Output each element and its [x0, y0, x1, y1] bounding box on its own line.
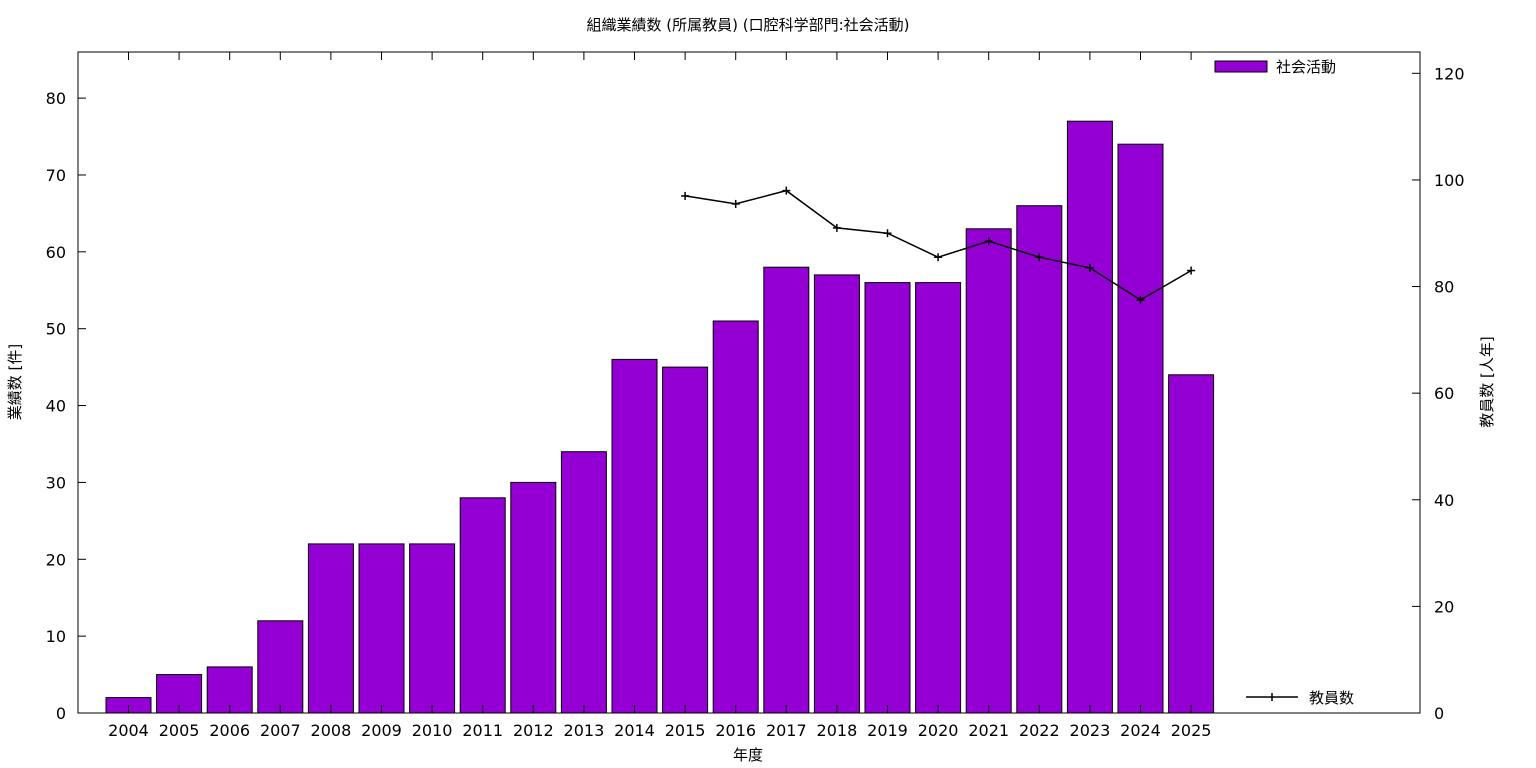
legend-label-line: 教員数	[1309, 689, 1354, 707]
y-tick-label-10: 10	[46, 627, 66, 646]
x-tick-label-2013: 2013	[564, 721, 605, 740]
bar-2020	[915, 282, 962, 714]
y2-axis-title: 教員数 [人年]	[1478, 336, 1496, 427]
x-tick-label-2025: 2025	[1171, 721, 1212, 740]
line-series	[681, 186, 1196, 304]
y-tick-label-40: 40	[46, 397, 66, 416]
axes: 0 10 20 30 40 50 60 70 80 0 20 40 60 80 100 120 2004 2005…	[46, 51, 1465, 740]
y2-tick-label-120: 120	[1434, 64, 1465, 83]
y-tick-label-60: 60	[46, 243, 66, 262]
x-tick-label-2016: 2016	[715, 721, 756, 740]
x-tick-label-2006: 2006	[209, 721, 250, 740]
plot-frame	[77, 51, 1421, 714]
y-tick-label-0: 0	[56, 704, 66, 723]
x-axis-title: 年度	[733, 746, 763, 764]
line-point-2023	[1085, 263, 1094, 272]
bar-2021	[965, 228, 1012, 714]
line-point-2020	[934, 253, 943, 262]
x-tick-label-2004: 2004	[108, 721, 149, 740]
x-tick-label-2014: 2014	[614, 721, 655, 740]
x-tick-label-2017: 2017	[766, 721, 807, 740]
bar-2014	[611, 358, 658, 714]
x-tick-label-2009: 2009	[361, 721, 402, 740]
bar-2017	[763, 266, 810, 714]
y-tick-label-30: 30	[46, 473, 66, 492]
bar-2023	[1066, 120, 1113, 714]
y2-tick-label-80: 80	[1434, 278, 1454, 297]
bar-series	[105, 120, 1215, 714]
x-tick-label-2012: 2012	[513, 721, 554, 740]
line-point-2018	[832, 223, 841, 232]
y2-tick-label-100: 100	[1434, 171, 1465, 190]
x-tick-label-2021: 2021	[968, 721, 1009, 740]
bar-2009	[358, 543, 405, 714]
y2-tick-label-40: 40	[1434, 491, 1454, 510]
bar-2010	[409, 543, 456, 714]
y-tick-label-20: 20	[46, 550, 66, 569]
x-tick-label-2019: 2019	[867, 721, 908, 740]
line-point-2017	[782, 186, 791, 195]
y-tick-label-80: 80	[46, 89, 66, 108]
y2-tick-label-20: 20	[1434, 597, 1454, 616]
line-point-2021	[984, 237, 993, 246]
bar-2013	[560, 451, 607, 714]
line-point-2025	[1187, 266, 1196, 275]
line-point-2019	[883, 229, 892, 238]
chart-title: 組織業績数 (所属教員) (口腔科学部門:社会活動)	[586, 16, 909, 34]
bar-2007	[257, 620, 304, 714]
x-tick-label-2007: 2007	[260, 721, 301, 740]
x-tick-label-2015: 2015	[665, 721, 706, 740]
bar-2019	[864, 282, 911, 714]
y2-tick-label-60: 60	[1434, 384, 1454, 403]
y-tick-label-50: 50	[46, 320, 66, 339]
y2-tick-label-0: 0	[1434, 704, 1444, 723]
x-tick-label-2024: 2024	[1120, 721, 1161, 740]
bar-2025	[1168, 374, 1215, 714]
line-point-2024	[1136, 295, 1145, 304]
y-tick-label-70: 70	[46, 166, 66, 185]
y-axis-title: 業績数 [件]	[6, 344, 24, 420]
line-point-2016	[731, 199, 740, 208]
bar-2015	[662, 366, 709, 714]
legend-label-bar: 社会活動	[1276, 58, 1336, 76]
x-tick-label-2020: 2020	[918, 721, 959, 740]
bar-2024	[1117, 143, 1164, 714]
bar-2012	[510, 481, 557, 714]
bar-2011	[459, 497, 506, 714]
x-tick-label-2022: 2022	[1019, 721, 1060, 740]
bar-2008	[307, 543, 354, 714]
x-tick-label-2018: 2018	[817, 721, 858, 740]
line-point-2022	[1035, 253, 1044, 262]
legend-swatch-bar	[1214, 60, 1268, 73]
x-tick-label-2010: 2010	[412, 721, 453, 740]
bar-2018	[813, 274, 860, 714]
bar-2022	[1016, 205, 1063, 714]
bar-2016	[712, 320, 759, 714]
x-tick-label-2011: 2011	[462, 721, 503, 740]
x-tick-label-2005: 2005	[159, 721, 200, 740]
x-tick-label-2008: 2008	[311, 721, 352, 740]
line-point-2015	[681, 191, 690, 200]
x-tick-label-2023: 2023	[1070, 721, 1111, 740]
